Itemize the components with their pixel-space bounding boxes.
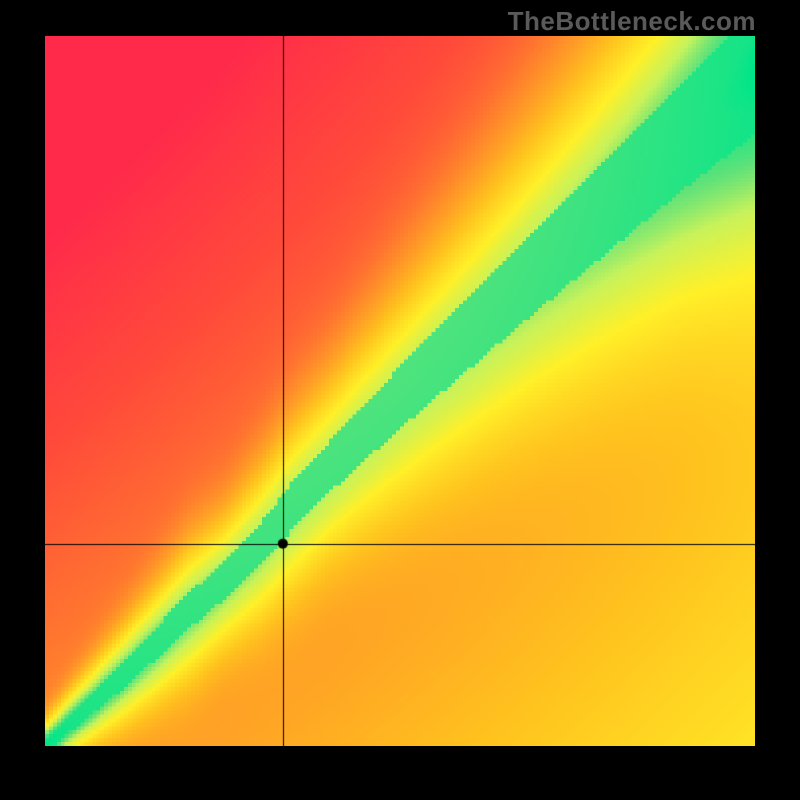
watermark-text: TheBottleneck.com <box>508 6 756 37</box>
figure-container: TheBottleneck.com <box>0 0 800 800</box>
crosshair-overlay <box>45 36 755 746</box>
